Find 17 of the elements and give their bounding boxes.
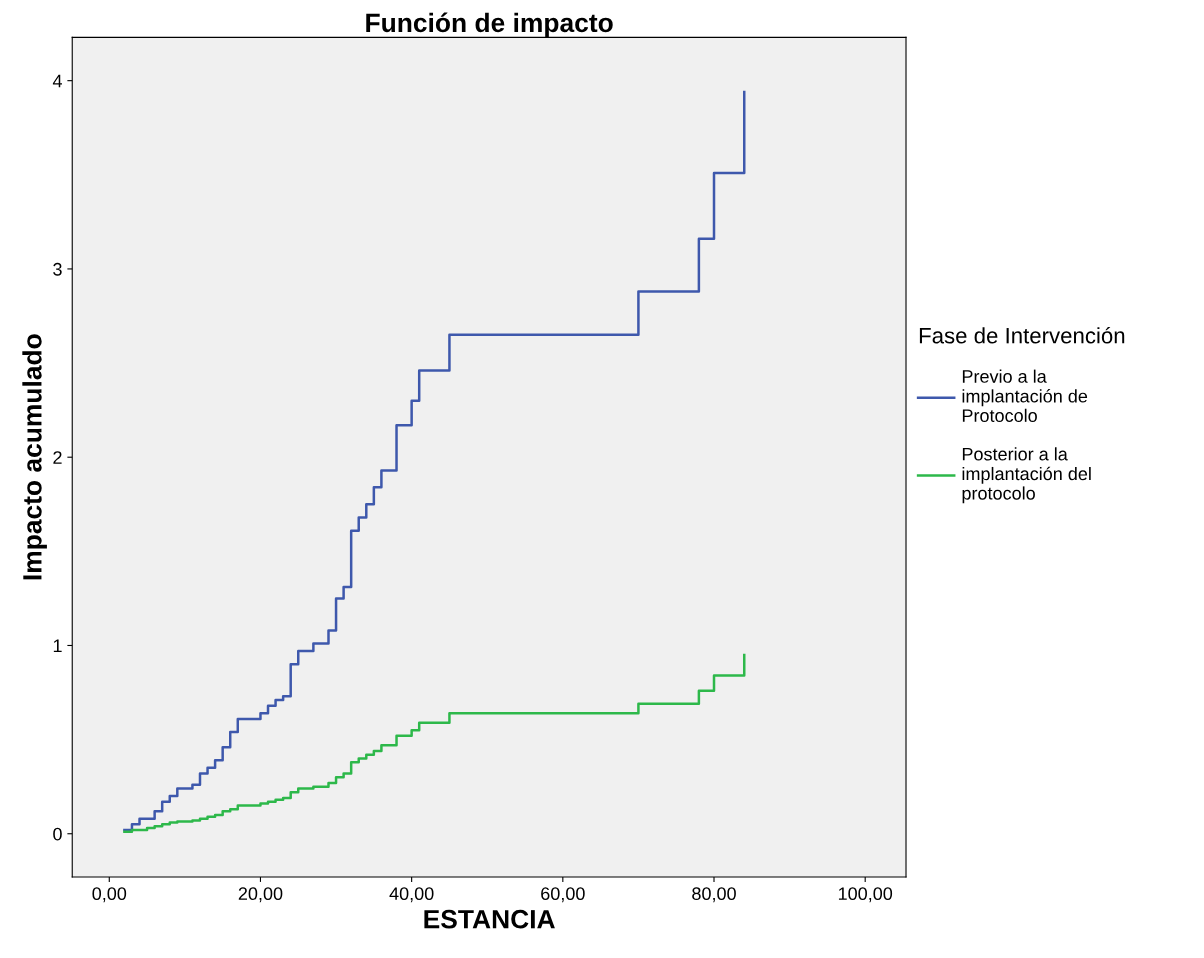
- x-tick-label: 80,00: [692, 887, 736, 903]
- y-tick-label: 0: [53, 827, 62, 841]
- x-tick-label: 20,00: [238, 887, 283, 903]
- x-axis-title: ESTANCIA: [424, 909, 555, 929]
- y-tick-label: 3: [53, 262, 62, 276]
- x-tick-label: 100,00: [838, 887, 893, 903]
- y-tick-label: 1: [53, 639, 62, 653]
- x-tick-label: 40,00: [389, 887, 434, 903]
- x-tick-label: 60,00: [541, 887, 585, 903]
- legend-title: Fase de Intervención: [919, 326, 1125, 344]
- y-tick-label: 2: [53, 451, 62, 464]
- legend-label: Previo a la implantación de Protocolo: [962, 369, 1088, 423]
- x-tick-label: 0,00: [92, 887, 127, 903]
- legend-label: Posterior a la implantación del protocolo: [962, 447, 1091, 504]
- y-axis-title: Impacto acumulado: [22, 334, 47, 580]
- y-tick-label: 4: [52, 74, 62, 88]
- chart-title: Función de impacto: [366, 12, 613, 38]
